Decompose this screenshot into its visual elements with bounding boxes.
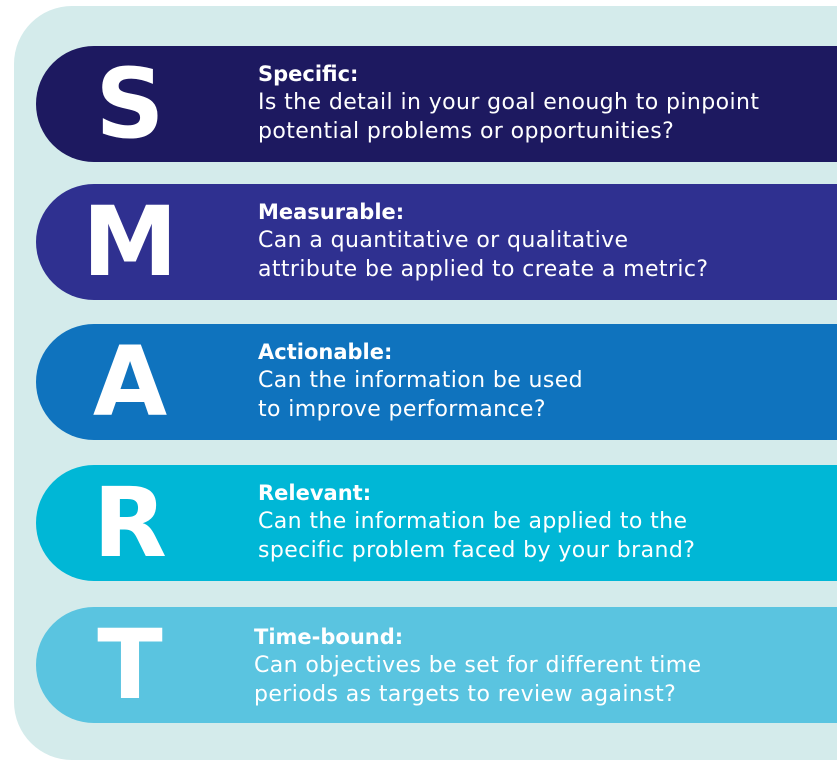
title-relevant: Relevant: <box>258 481 372 505</box>
row-text-specific: Specific: Is the detail in your goal eno… <box>258 60 837 146</box>
description-specific: Is the detail in your goal enough to pin… <box>258 90 760 144</box>
smart-row-actionable: A Actionable: Can the information be use… <box>36 324 837 440</box>
smart-row-relevant: R Relevant: Can the information be appli… <box>36 465 837 581</box>
description-relevant: Can the information be applied to the sp… <box>258 509 696 563</box>
title-actionable: Actionable: <box>258 340 393 364</box>
description-time-bound: Can objectives be set for different time… <box>254 653 702 707</box>
letter-s: S <box>95 48 165 160</box>
title-measurable: Measurable: <box>258 200 405 224</box>
title-time-bound: Time-bound: <box>254 625 404 649</box>
row-text-time-bound: Time-bound: Can objectives be set for di… <box>254 623 834 709</box>
letter-t: T <box>97 609 163 721</box>
smart-row-time-bound: T Time-bound: Can objectives be set for … <box>36 607 837 723</box>
smart-row-specific: S Specific: Is the detail in your goal e… <box>36 46 837 162</box>
row-text-actionable: Actionable: Can the information be used … <box>258 338 837 424</box>
title-specific: Specific: <box>258 62 359 86</box>
letter-m: M <box>82 186 178 298</box>
description-measurable: Can a quantitative or qualitative attrib… <box>258 228 709 282</box>
letter-a: A <box>92 326 168 438</box>
row-text-relevant: Relevant: Can the information be applied… <box>258 479 837 565</box>
smart-row-measurable: M Measurable: Can a quantitative or qual… <box>36 184 837 300</box>
row-text-measurable: Measurable: Can a quantitative or qualit… <box>258 198 837 284</box>
letter-r: R <box>93 467 167 579</box>
description-actionable: Can the information be used to improve p… <box>258 368 584 422</box>
